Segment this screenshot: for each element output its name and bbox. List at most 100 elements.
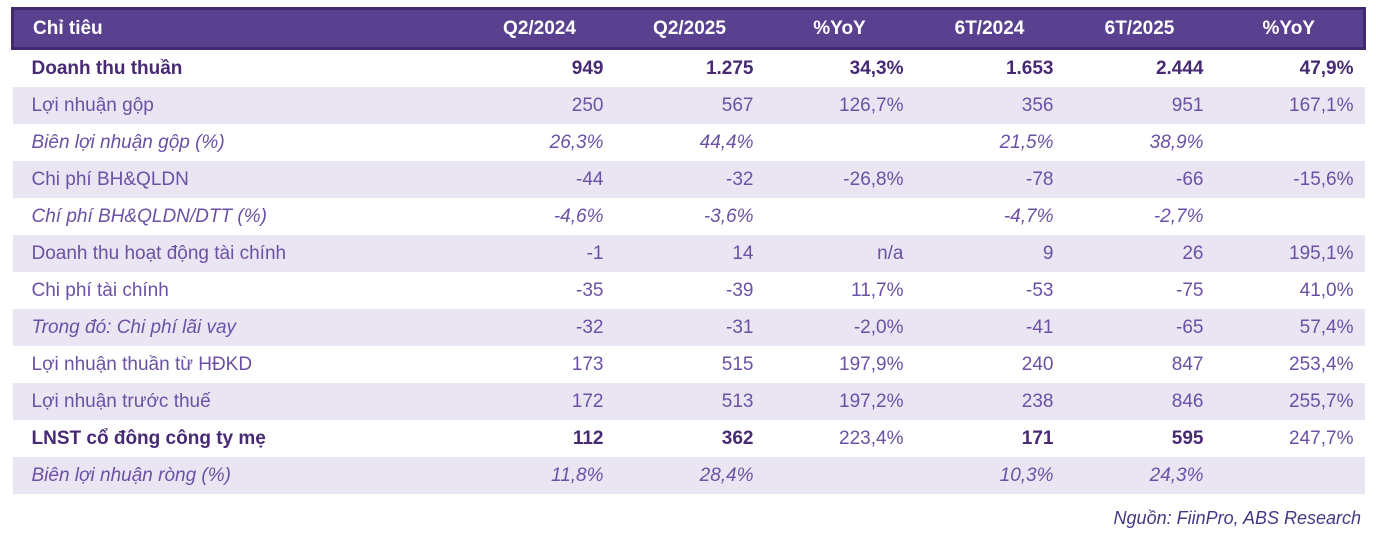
column-header-6t-2024: 6T/2024 <box>914 7 1065 50</box>
table-row: Doanh thu thuần 949 1.275 34,3% 1.653 2.444 47… <box>13 49 1365 88</box>
row-label: Lợi nhuận thuần từ HĐKD <box>31 353 253 375</box>
cell-value: n/a <box>877 242 904 264</box>
cell-value: 172 <box>571 390 604 412</box>
cell-value: 167,1% <box>1289 94 1354 116</box>
cell-value: 223,4% <box>839 427 904 449</box>
cell-value: 253,4% <box>1289 353 1354 375</box>
column-header-chi-tieu: Chỉ tiêu <box>11 7 465 50</box>
cell-value: 515 <box>721 353 754 375</box>
header-row: Chỉ tiêu Q2/2024 Q2/2025 %YoY 6T/2024 6T… <box>11 7 1366 50</box>
cell-value: 595 <box>1171 427 1204 449</box>
cell-value: 9 <box>1042 242 1054 264</box>
table-row: Biên lợi nhuận gộp (%) 26,3% 44,4% 21,5% 38,… <box>13 124 1365 161</box>
source-note: Nguồn: FiinPro, ABS Research <box>1113 508 1361 528</box>
cell-value: 951 <box>1171 94 1204 116</box>
cell-value: -41 <box>1026 316 1054 338</box>
table-row: Lợi nhuận trước thuế 172 513 197,2% 238 846 25… <box>12 383 1365 420</box>
cell-value: 513 <box>721 390 754 412</box>
row-label: Chi phí BH&QLDN <box>31 168 189 190</box>
row-label: Lợi nhuận gộp <box>31 94 154 116</box>
cell-value: 112 <box>572 427 604 449</box>
table-row: Chí phí BH&QLDN/DTT (%) -4,6% -3,6% -4,7% -2… <box>13 198 1365 235</box>
cell-value: 247,7% <box>1289 427 1354 449</box>
cell-value: 250 <box>571 94 604 116</box>
cell-value <box>1215 457 1365 494</box>
cell-value: 356 <box>1021 94 1054 116</box>
cell-value: 26,3% <box>549 131 604 153</box>
cell-value <box>765 457 915 494</box>
row-label: Doanh thu hoạt động tài chính <box>31 242 287 264</box>
table-row: LNST cổ đông công ty mẹ 112 362 223,4% 171 59… <box>13 420 1365 457</box>
cell-value: 1.275 <box>705 57 754 79</box>
cell-value: -15,6% <box>1293 168 1354 190</box>
row-label: LNST cổ đông công ty mẹ <box>31 427 266 449</box>
cell-value: 47,9% <box>1299 57 1354 79</box>
cell-value: -26,8% <box>843 168 904 190</box>
cell-value: -4,6% <box>553 205 604 227</box>
table-row: Lợi nhuận gộp 250 567 126,7% 356 951 167,1% <box>12 87 1365 124</box>
report-table-section: Chỉ tiêu Q2/2024 Q2/2025 %YoY 6T/2024 6T… <box>11 7 1366 529</box>
row-label: Chí phí BH&QLDN/DTT (%) <box>31 205 267 227</box>
cell-value <box>1215 198 1365 235</box>
cell-value: -31 <box>726 316 754 338</box>
cell-value <box>765 198 915 235</box>
cell-value: 10,3% <box>999 464 1054 486</box>
cell-value: 255,7% <box>1289 390 1354 412</box>
table-row: Chi phí BH&QLDN -44 -32 -26,8% -78 -66 -15,6% <box>12 161 1365 198</box>
cell-value: 195,1% <box>1289 242 1354 264</box>
table-header: Chỉ tiêu Q2/2024 Q2/2025 %YoY 6T/2024 6T… <box>11 7 1366 50</box>
cell-value <box>1215 124 1365 161</box>
cell-value: 171 <box>1021 427 1054 449</box>
cell-value <box>765 124 915 161</box>
cell-value: -39 <box>726 279 754 301</box>
cell-value: 44,4% <box>699 131 754 153</box>
cell-value: 173 <box>571 353 604 375</box>
table-row: Trong đó: Chi phí lãi vay -32 -31 -2,0% -41 -… <box>12 309 1365 346</box>
row-label: Chi phí tài chính <box>31 279 169 301</box>
column-header-q2-2025: Q2/2025 <box>614 7 765 50</box>
cell-value: 1.653 <box>1005 57 1054 79</box>
cell-value: 14 <box>732 242 754 264</box>
table-row: Biên lợi nhuận ròng (%) 11,8% 28,4% 10,3% 24… <box>12 457 1365 494</box>
column-header-yoy-half: %YoY <box>1214 7 1366 50</box>
table-row: Lợi nhuận thuần từ HĐKD 173 515 197,9% 240 84… <box>13 346 1365 383</box>
cell-value: 41,0% <box>1299 279 1354 301</box>
cell-value: 126,7% <box>839 94 904 116</box>
cell-value: 362 <box>721 427 754 449</box>
financial-results-table: Chỉ tiêu Q2/2024 Q2/2025 %YoY 6T/2024 6T… <box>11 7 1366 494</box>
cell-value: 28,4% <box>699 464 754 486</box>
cell-value: 846 <box>1171 390 1204 412</box>
cell-value: -1 <box>586 242 604 264</box>
cell-value: -2,7% <box>1153 205 1204 227</box>
cell-value: -4,7% <box>1003 205 1054 227</box>
cell-value: 34,3% <box>849 57 904 79</box>
cell-value: 240 <box>1021 353 1054 375</box>
table-row: Chi phí tài chính -35 -39 11,7% -53 -75 41,0% <box>13 272 1365 309</box>
cell-value: 26 <box>1182 242 1204 264</box>
cell-value: -66 <box>1176 168 1204 190</box>
cell-value: -3,6% <box>703 205 754 227</box>
cell-value: 567 <box>721 94 754 116</box>
cell-value: 11,7% <box>851 279 904 301</box>
cell-value: 21,5% <box>999 131 1054 153</box>
cell-value: -2,0% <box>853 316 904 338</box>
column-header-6t-2025: 6T/2025 <box>1064 7 1215 50</box>
row-label: Biên lợi nhuận ròng (%) <box>31 464 231 486</box>
cell-value: -32 <box>726 168 754 190</box>
row-label: Biên lợi nhuận gộp (%) <box>31 131 225 153</box>
cell-value: 11,8% <box>551 464 604 486</box>
cell-value: 238 <box>1021 390 1054 412</box>
cell-value: 24,3% <box>1149 464 1204 486</box>
cell-value: -53 <box>1026 279 1054 301</box>
cell-value: 949 <box>571 57 604 79</box>
cell-value: 2.444 <box>1155 57 1204 79</box>
row-label: Doanh thu thuần <box>31 57 183 79</box>
row-label: Trong đó: Chi phí lãi vay <box>31 316 237 338</box>
cell-value: -35 <box>576 279 604 301</box>
table-row: Doanh thu hoạt động tài chính -1 14 n/a 9 26 1… <box>12 235 1365 272</box>
cell-value: -78 <box>1026 168 1054 190</box>
cell-value: 197,9% <box>839 353 904 375</box>
column-header-yoy-quarter: %YoY <box>764 7 915 50</box>
cell-value: 38,9% <box>1149 131 1204 153</box>
cell-value: -75 <box>1176 279 1204 301</box>
